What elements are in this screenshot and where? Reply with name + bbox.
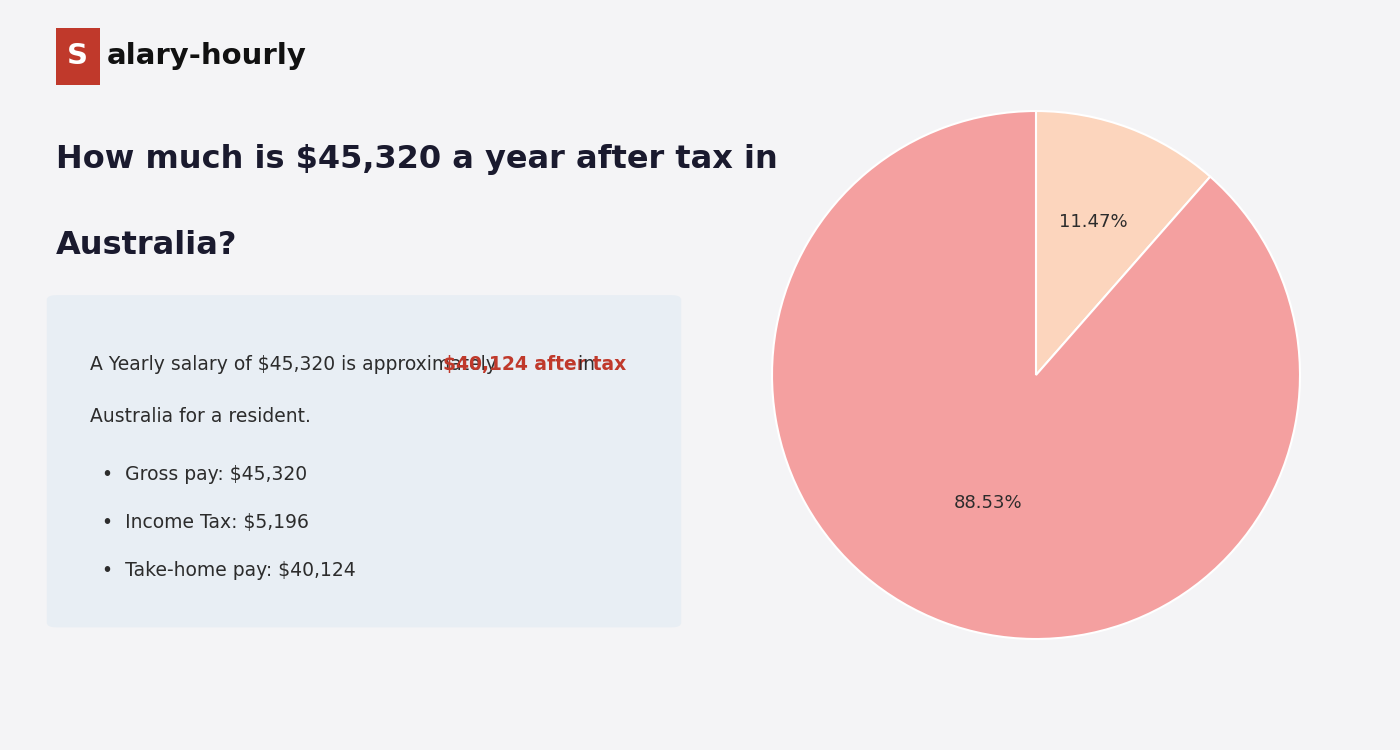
Text: S: S [67, 42, 88, 70]
Text: •  Income Tax: $5,196: • Income Tax: $5,196 [102, 513, 309, 532]
Text: alary-hourly: alary-hourly [106, 42, 307, 70]
Text: •  Take-home pay: $40,124: • Take-home pay: $40,124 [102, 562, 356, 580]
Text: 11.47%: 11.47% [1060, 213, 1128, 231]
Legend: Income Tax, Take-home Pay: Income Tax, Take-home Pay [848, 0, 1224, 2]
Text: $40,124 after tax: $40,124 after tax [442, 355, 626, 374]
Wedge shape [771, 111, 1301, 639]
Text: Australia for a resident.: Australia for a resident. [90, 406, 311, 425]
Text: Australia?: Australia? [56, 230, 238, 261]
FancyBboxPatch shape [56, 28, 101, 85]
Text: in: in [573, 355, 595, 374]
Wedge shape [1036, 111, 1210, 375]
Text: •  Gross pay: $45,320: • Gross pay: $45,320 [102, 465, 308, 484]
FancyBboxPatch shape [46, 296, 682, 627]
Text: How much is $45,320 a year after tax in: How much is $45,320 a year after tax in [56, 144, 778, 175]
Text: A Yearly salary of $45,320 is approximately: A Yearly salary of $45,320 is approximat… [90, 355, 503, 374]
Text: 88.53%: 88.53% [953, 494, 1022, 512]
